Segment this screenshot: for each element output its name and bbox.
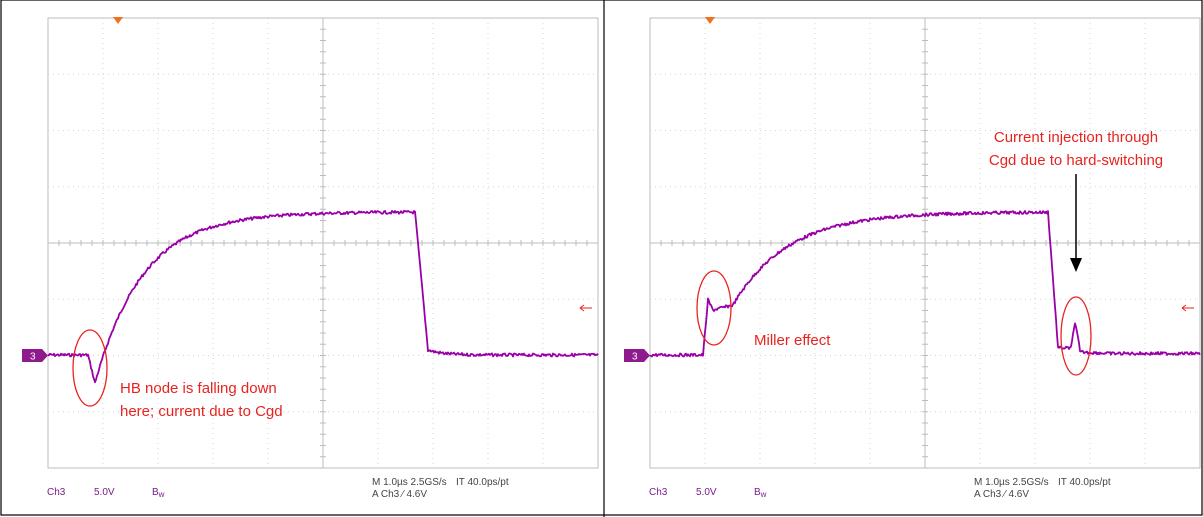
scale-volts: 5.0V bbox=[696, 487, 717, 498]
timebase: M 1.0µs 2.5GS/s bbox=[974, 477, 1049, 488]
channel-marker: 3 bbox=[632, 352, 638, 363]
annotation: HB node is falling down bbox=[120, 380, 277, 397]
bandwidth-sub: w bbox=[158, 490, 165, 499]
trigger-setting: A Ch3 ⁄ 4.6V bbox=[372, 489, 427, 500]
interval: IT 40.0ps/pt bbox=[456, 477, 509, 488]
trigger-setting: A Ch3 ⁄ 4.6V bbox=[974, 489, 1029, 500]
screenshot: 3Ch35.0VBwM 1.0µs 2.5GS/sIT 40.0ps/ptA C… bbox=[0, 0, 1203, 517]
annotation: Current injection through bbox=[994, 129, 1158, 146]
annotation: here; current due to Cgd bbox=[120, 403, 283, 420]
annotation: Miller effect bbox=[754, 332, 831, 349]
bandwidth-sub: w bbox=[760, 490, 767, 499]
scale-channel: Ch3 bbox=[47, 487, 66, 498]
timebase: M 1.0µs 2.5GS/s bbox=[372, 477, 447, 488]
scale-volts: 5.0V bbox=[94, 487, 115, 498]
interval: IT 40.0ps/pt bbox=[1058, 477, 1111, 488]
annotation: Cgd due to hard-switching bbox=[989, 152, 1163, 169]
channel-marker: 3 bbox=[30, 352, 36, 363]
scale-channel: Ch3 bbox=[649, 487, 668, 498]
